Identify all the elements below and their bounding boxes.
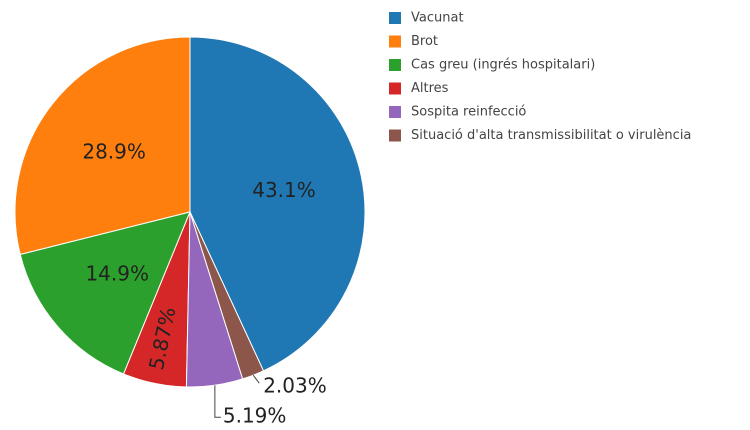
legend-swatch — [389, 82, 401, 95]
slice-label: 14.9% — [85, 261, 149, 285]
slice-label: 28.9% — [82, 139, 146, 163]
slice-label: 2.03% — [263, 374, 327, 398]
legend-label: Situació d'alta transmissibilitat o viru… — [411, 128, 691, 143]
legend-swatch — [389, 59, 401, 71]
pie-slice — [189, 36, 366, 372]
pie-slice — [19, 211, 191, 375]
slice-label: 43.1% — [252, 178, 316, 202]
legend-swatch — [389, 12, 401, 24]
legend-label: Altres — [411, 81, 449, 96]
slice-label: 5.19% — [223, 404, 287, 428]
legend-label: Cas greu (ingrés hospitalari) — [411, 58, 595, 73]
legend-swatch — [389, 106, 401, 118]
legend-swatch — [389, 129, 401, 142]
pie-slice — [14, 36, 191, 256]
legend-swatch — [389, 35, 401, 48]
legend-label: Brot — [411, 34, 438, 49]
legend-label: Vacunat — [411, 11, 464, 26]
legend-label: Sospita reinfecció — [411, 105, 526, 120]
leader-line — [214, 385, 221, 418]
leader-line — [252, 374, 260, 384]
